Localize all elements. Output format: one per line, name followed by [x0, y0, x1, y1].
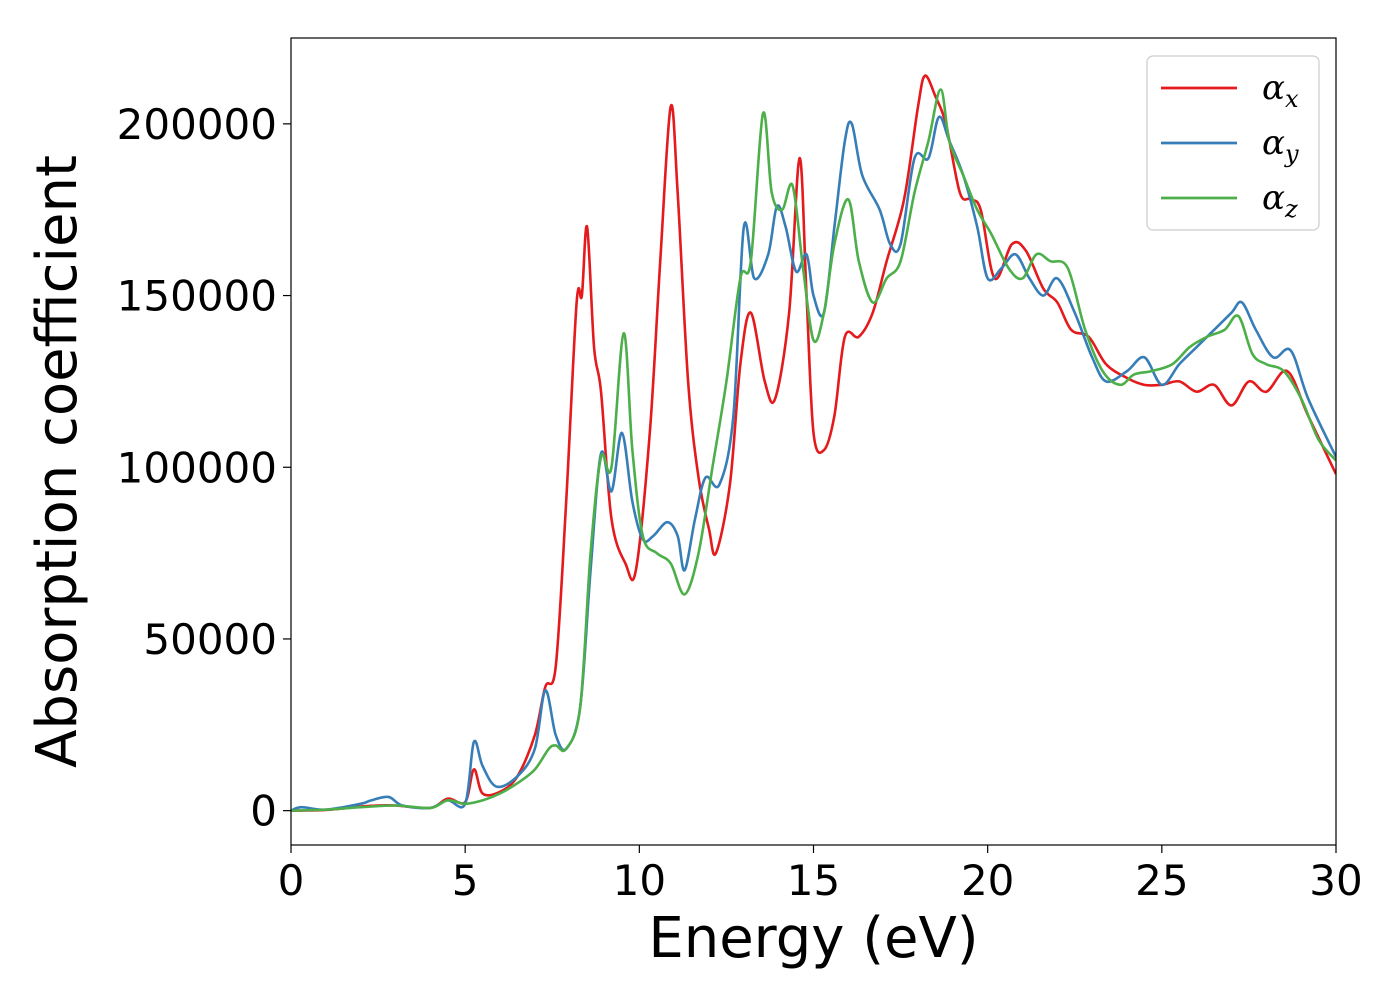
y-tick-label: 50000: [143, 615, 277, 664]
series-line-alpha-x: [291, 74, 1336, 812]
x-tick-label: 25: [1135, 856, 1188, 905]
x-axis-ticks: 0 5 10 15 20 25 30: [278, 845, 1363, 905]
x-tick-label: 15: [787, 856, 840, 905]
y-axis-title: Absorption coefficient: [25, 155, 90, 768]
y-tick-label: 0: [250, 787, 277, 836]
x-tick-label: 5: [452, 856, 479, 905]
series-line-alpha-y: [291, 115, 1336, 812]
y-tick-label: 200000: [117, 100, 277, 149]
legend-label-alpha-x: αx: [1262, 68, 1299, 113]
x-tick-label: 30: [1309, 856, 1362, 905]
plot-lines: [291, 74, 1336, 812]
y-tick-label: 150000: [117, 272, 277, 321]
x-tick-label: 0: [278, 856, 305, 905]
x-tick-label: 10: [613, 856, 666, 905]
legend-label-alpha-y: αy: [1262, 123, 1299, 168]
y-tick-label: 100000: [117, 443, 277, 492]
x-tick-label: 20: [961, 856, 1014, 905]
series-line-alpha-z: [291, 88, 1336, 812]
x-axis-title: Energy (eV): [648, 906, 978, 971]
y-axis-ticks: 0 50000 100000 150000 200000: [117, 100, 291, 836]
